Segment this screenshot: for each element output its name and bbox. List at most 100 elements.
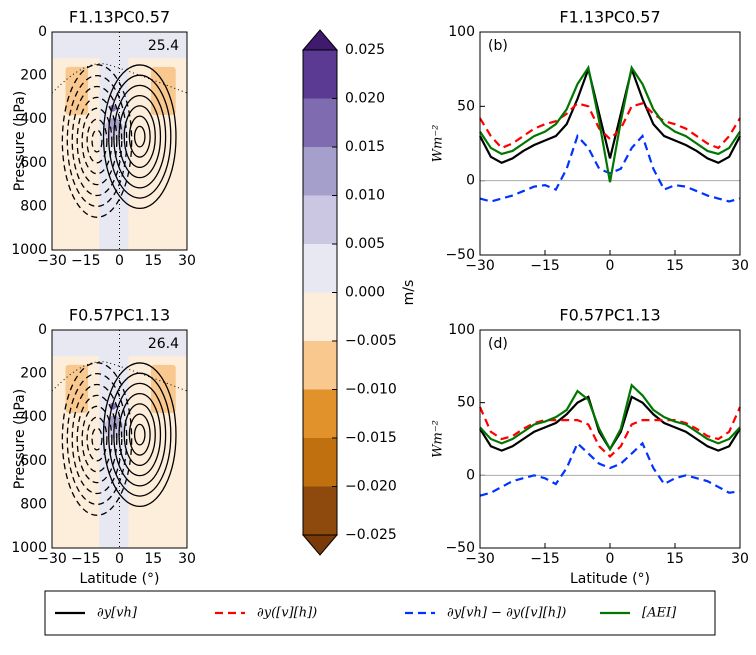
colorbar-tick-label: 0.000 bbox=[345, 285, 385, 301]
contour-line bbox=[108, 74, 172, 199]
series-line bbox=[479, 133, 741, 203]
contour-line bbox=[81, 405, 113, 473]
contour-line bbox=[128, 413, 151, 456]
plot-frame bbox=[51, 329, 188, 549]
chart-title: F1.13PC0.57 bbox=[69, 8, 170, 27]
contour-line bbox=[128, 115, 151, 158]
colorbar-band bbox=[303, 50, 337, 99]
y-tick-label: 0 bbox=[38, 322, 47, 338]
field-orange bbox=[65, 66, 88, 115]
y-tick-label: 1000 bbox=[11, 242, 47, 258]
legend-label: [AEI] bbox=[642, 606, 677, 621]
y-tick-label: 100 bbox=[448, 24, 475, 40]
y-tick-label: 800 bbox=[20, 198, 47, 214]
x-tick-label: 30 bbox=[178, 551, 196, 567]
contour-line bbox=[76, 96, 118, 186]
contour-line bbox=[133, 423, 146, 446]
colorbar-band bbox=[303, 438, 337, 487]
contour-line bbox=[133, 125, 146, 148]
y-tick-label: −50 bbox=[445, 540, 475, 556]
colorbar-tick-label: −0.025 bbox=[345, 527, 397, 543]
x-tick-label: −15 bbox=[71, 253, 101, 269]
x-tick-label: −30 bbox=[37, 253, 67, 269]
y-axis-label: Wm⁻² bbox=[431, 420, 446, 458]
y-tick-label: 400 bbox=[20, 409, 47, 425]
colorbar-band bbox=[303, 486, 337, 535]
contour-line bbox=[66, 74, 128, 208]
colorbar-tick-label: −0.010 bbox=[345, 382, 397, 398]
y-tick-label: 0 bbox=[466, 467, 475, 483]
y-tick-label: 800 bbox=[20, 496, 47, 512]
legend-label: ∂y[vh] bbox=[97, 606, 138, 621]
y-tick-label: 0 bbox=[466, 173, 475, 189]
chart-title: F1.13PC0.57 bbox=[559, 8, 660, 27]
y-tick-label: −50 bbox=[445, 247, 475, 263]
x-tick-label: −15 bbox=[71, 551, 101, 567]
x-tick-label: 30 bbox=[178, 253, 196, 269]
x-tick-label: −30 bbox=[37, 551, 67, 567]
colorbar-label: m/s bbox=[401, 280, 417, 306]
max-annotation: 25.4 bbox=[148, 38, 179, 54]
y-tick-label: 200 bbox=[20, 68, 47, 84]
colorbar-tick-label: 0.025 bbox=[345, 42, 385, 58]
x-tick-label: −15 bbox=[530, 551, 560, 567]
y-axis-label: Pressure (hPa) bbox=[12, 389, 28, 489]
x-tick-label: 15 bbox=[666, 551, 684, 567]
colorbar-band bbox=[303, 244, 337, 293]
y-tick-label: 100 bbox=[448, 322, 475, 338]
contour-line bbox=[61, 64, 133, 218]
contour-line bbox=[61, 362, 133, 516]
plot-frame bbox=[479, 329, 741, 549]
contour-line bbox=[123, 105, 156, 169]
contour-line bbox=[71, 383, 123, 495]
y-axis-label: Wm⁻² bbox=[431, 125, 446, 163]
colorbar-tick-label: −0.020 bbox=[345, 479, 397, 495]
contour-field bbox=[52, 330, 187, 548]
contour-line bbox=[76, 394, 118, 484]
panel-label: (b) bbox=[488, 38, 508, 54]
colorbar-band bbox=[303, 389, 337, 438]
colorbar-band bbox=[303, 341, 337, 390]
contour-field bbox=[52, 32, 187, 250]
y-tick-label: 0 bbox=[38, 24, 47, 40]
contour-line bbox=[66, 372, 128, 506]
x-tick-label: 15 bbox=[144, 551, 162, 567]
y-tick-label: 600 bbox=[20, 155, 47, 171]
x-tick-label: 0 bbox=[115, 253, 124, 269]
colorbar-extend-high bbox=[301, 29, 339, 51]
x-tick-label: 30 bbox=[731, 551, 749, 567]
max-annotation: 26.4 bbox=[148, 336, 179, 352]
contour-line bbox=[102, 362, 177, 508]
y-tick-label: 50 bbox=[457, 395, 475, 411]
x-axis-label: Latitude (°) bbox=[570, 571, 650, 587]
y-tick-label: 50 bbox=[457, 98, 475, 114]
series-line bbox=[479, 395, 741, 452]
y-tick-label: 1000 bbox=[11, 540, 47, 556]
y-axis-label: Pressure (hPa) bbox=[12, 91, 28, 191]
contour-line bbox=[113, 84, 167, 189]
plot-frame bbox=[479, 31, 741, 256]
contour-line bbox=[102, 64, 177, 210]
colorbar-tick-label: 0.010 bbox=[345, 188, 385, 204]
x-tick-label: 0 bbox=[115, 551, 124, 567]
contour-line bbox=[86, 118, 108, 164]
colorbar-tick-label: 0.020 bbox=[345, 91, 385, 107]
contour-line bbox=[71, 85, 123, 197]
contour-line bbox=[91, 427, 103, 451]
colorbar-band bbox=[303, 195, 337, 244]
legend-label: ∂y[vh] − ∂y([v][h]) bbox=[447, 606, 566, 621]
x-tick-label: −30 bbox=[465, 551, 495, 567]
series-line bbox=[479, 65, 741, 165]
field-orange bbox=[65, 364, 88, 413]
y-tick-label: 400 bbox=[20, 111, 47, 127]
panel-label: (d) bbox=[488, 336, 508, 352]
series-line bbox=[479, 441, 741, 497]
contour-line bbox=[81, 107, 113, 175]
legend-label: ∂y([v][h]) bbox=[257, 606, 317, 621]
y-tick-label: 600 bbox=[20, 453, 47, 469]
x-tick-label: 15 bbox=[666, 258, 684, 274]
colorbar-band bbox=[303, 292, 337, 341]
x-tick-label: 15 bbox=[144, 253, 162, 269]
series-line bbox=[479, 383, 741, 452]
